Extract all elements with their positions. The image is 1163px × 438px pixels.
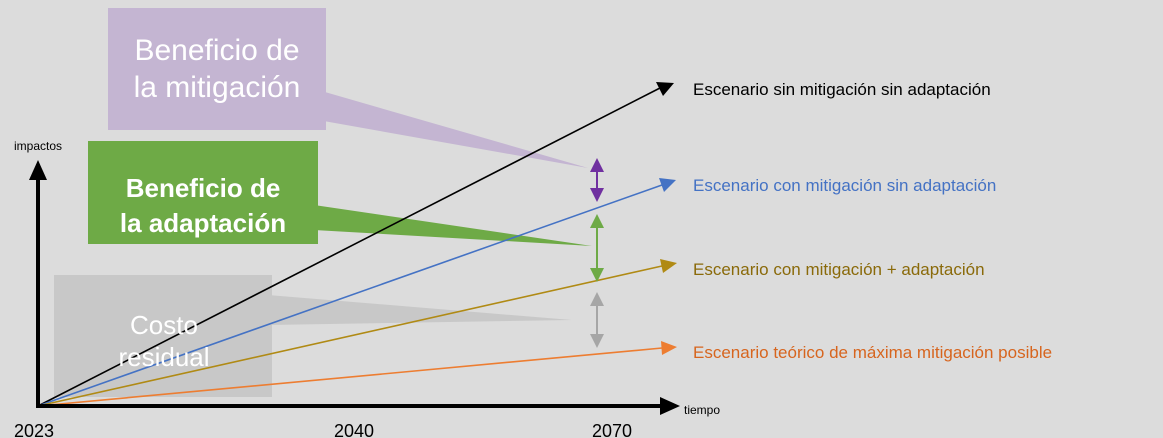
mitigation-benefit-label-line2: la mitigación: [134, 71, 301, 104]
adaptation-benefit-box: [88, 141, 318, 244]
mitigation-benefit-label-line1: Beneficio de: [134, 34, 299, 67]
tick-label-2070: 2070: [592, 421, 632, 438]
x-axis-label: tiempo: [684, 403, 720, 417]
gap-arrow-residual: [590, 292, 604, 348]
gap-arrow-adaptation: [590, 214, 604, 282]
scenario-arrowhead-mitigation-adaptation: [660, 259, 677, 273]
scenario-label-no-mitigation: Escenario sin mitigación sin adaptación: [693, 80, 991, 99]
scenario-arrowhead-max-mitigation: [661, 341, 677, 355]
y-axis-label: impactos: [14, 139, 62, 153]
tick-label-2040: 2040: [334, 421, 374, 438]
residual-cost-label-line2: residual: [118, 342, 209, 372]
scenario-label-mitigation-adaptation: Escenario con mitigación + adaptación: [693, 260, 985, 279]
adaptation-callout-wedge: [314, 205, 592, 246]
residual-callout-wedge: [268, 295, 572, 325]
mitigation-benefit-box: [108, 8, 326, 130]
mitigation-callout-wedge: [318, 90, 588, 168]
y-axis-arrowhead: [29, 160, 47, 180]
scenario-arrowhead-no-mitigation: [656, 82, 674, 96]
scenario-line-mitigation-adaptation: [37, 265, 663, 407]
adaptation-benefit-label-line1: Beneficio de: [126, 173, 281, 203]
scenario-lines: [37, 82, 677, 407]
mitigation-benefit-callout: Beneficio de la mitigación: [108, 8, 588, 168]
axes: [29, 160, 680, 415]
gap-arrow-mitigation: [590, 158, 604, 202]
scenario-label-mitigation: Escenario con mitigación sin adaptación: [693, 176, 996, 195]
x-axis-arrowhead: [660, 397, 680, 415]
residual-cost-label-line1: Costo: [130, 310, 198, 340]
scenario-line-max-mitigation: [37, 347, 663, 407]
tick-label-2023: 2023: [14, 421, 54, 438]
scenario-line-mitigation: [37, 184, 663, 407]
adaptation-benefit-label-line2: la adaptación: [120, 208, 286, 238]
scenario-label-max-mitigation: Escenario teórico de máxima mitigación p…: [693, 343, 1052, 362]
scenario-arrowhead-mitigation: [659, 178, 676, 192]
scenario-line-no-mitigation: [37, 87, 661, 407]
adaptation-benefit-callout: Beneficio de la adaptación: [88, 141, 592, 246]
